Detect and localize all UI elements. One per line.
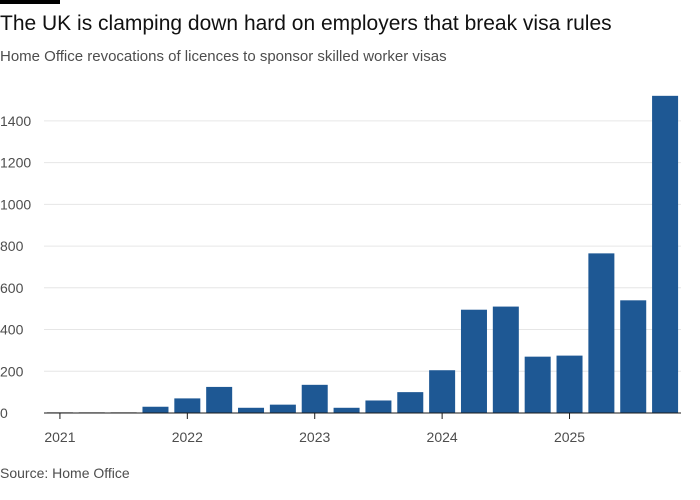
y-tick-label: 400: [0, 322, 24, 338]
bar-2023-q3: [365, 400, 392, 413]
x-tick-label: 2024: [427, 429, 458, 445]
bar-2023-q2: [333, 407, 360, 413]
bar-2022-q1: [174, 398, 201, 413]
bar-2021-q4: [142, 406, 169, 413]
bar-2023-q1: [301, 384, 328, 413]
y-tick-label: 600: [0, 280, 24, 296]
bars: [46, 95, 679, 414]
chart-title: The UK is clamping down hard on employer…: [0, 12, 612, 35]
y-tick-label: 1400: [0, 113, 31, 129]
x-tick-label: 2022: [172, 429, 203, 445]
bar-2025-q1: [556, 355, 583, 413]
y-tick-label: 1000: [0, 196, 31, 212]
bar-2022-q3: [238, 407, 265, 413]
x-tick-label: 2023: [299, 429, 330, 445]
bar-2025-q4: [652, 95, 679, 414]
bar-2024-q1: [429, 370, 456, 413]
y-axis-ticks: 0 200 400 600 800 1000 1200 1400: [0, 113, 31, 421]
bar-2024-q2: [460, 309, 487, 413]
bar-2023-q4: [397, 392, 424, 413]
y-tick-label: 800: [0, 238, 24, 254]
bar-2024-q3: [492, 306, 519, 413]
bar-2025-q2: [588, 253, 615, 413]
x-tick-label: 2021: [44, 429, 75, 445]
top-accent-rule: [0, 0, 60, 4]
bar-2022-q4: [269, 404, 296, 413]
bar-2022-q2: [206, 386, 233, 413]
x-axis-ticks: 2021 2022 2023 2024 2025: [44, 413, 585, 445]
source-note: Source: Home Office: [0, 465, 130, 481]
gridlines: [44, 120, 681, 372]
bar-2024-q4: [524, 356, 551, 413]
x-tick-label: 2025: [554, 429, 585, 445]
y-tick-label: 200: [0, 363, 24, 379]
chart-subtitle: Home Office revocations of licences to s…: [0, 48, 447, 65]
y-tick-label: 0: [0, 405, 8, 421]
y-tick-label: 1200: [0, 155, 31, 171]
bar-2025-q3: [620, 300, 647, 413]
